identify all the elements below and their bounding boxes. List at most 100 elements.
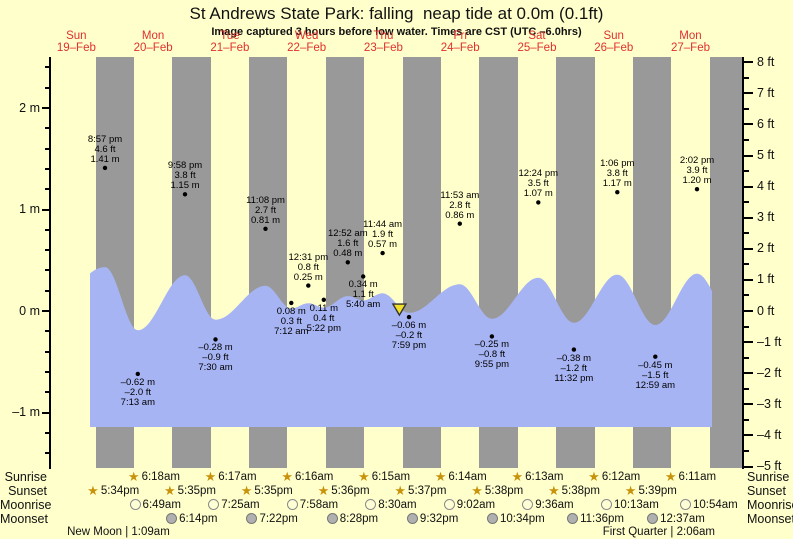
astro-time: 6:18am (141, 470, 180, 483)
tide-event-annotation: 0.34 m 1.1 ft 5:40 am (321, 280, 405, 310)
tide-event-dot (615, 190, 620, 195)
sunset-item: ★ 5:36pm (318, 484, 370, 497)
tide-event-dot (536, 200, 541, 205)
astro-time: 5:38pm (561, 484, 600, 497)
tide-annotation-line: –0.28 m (198, 342, 233, 354)
right-axis-major-tick (744, 185, 753, 188)
tide-event-dot (263, 226, 268, 231)
row-label-sunrise: Sunrise (4, 470, 47, 484)
tide-annotation-line: –0.25 m (474, 339, 510, 351)
left-axis-major-tick (42, 310, 50, 312)
astro-time: 5:37pm (408, 484, 447, 497)
right-axis-major-tick (744, 92, 753, 95)
sunrise-item: ★ 6:11am (665, 470, 716, 483)
tide-annotation-line: 0.57 m (368, 239, 398, 251)
left-axis-minor-tick (45, 66, 50, 69)
tide-annotation-line: 0.8 ft (297, 261, 319, 273)
right-axis-tick-label: 3 ft (757, 210, 775, 225)
tide-annotation-line: 5:22 pm (306, 322, 341, 334)
moonrise-item: 9:02am (443, 498, 495, 511)
right-axis-minor-tick (744, 449, 749, 452)
left-axis-minor-tick (45, 147, 50, 150)
day-label: Thu 23–Feb (364, 30, 403, 54)
tide-annotation-line: 11:32 pm (554, 372, 594, 384)
row-label-sunrise: Sunrise (747, 470, 790, 484)
tide-event-dot (213, 337, 218, 342)
tide-annotation-line: 3.5 ft (527, 178, 549, 190)
day-of-week: Fri (453, 30, 467, 42)
day-date: 25–Feb (517, 41, 557, 54)
right-axis-minor-tick (744, 387, 749, 390)
moon-phase-new-moon: New Moon | 1:09am (67, 526, 170, 538)
sun-star-icon: ★ (547, 483, 560, 498)
moon-phase-first-quarter: First Quarter | 2:06am (602, 526, 715, 538)
day-of-week: Wed (294, 30, 319, 42)
tide-annotation-line: 2:02 pm (679, 155, 715, 167)
tide-annotation-line: 0.4 ft (313, 312, 335, 324)
day-date: 22–Feb (287, 41, 327, 54)
tide-event-annotation: 11:53 am 2.8 ft 0.86 m (418, 190, 502, 221)
astro-time: 8:28pm (339, 512, 379, 525)
tide-annotation-line: 1.20 m (682, 175, 712, 187)
tide-annotation-line: –0.06 m (391, 320, 427, 332)
tide-event-dot (406, 314, 412, 320)
left-axis-major-tick (42, 208, 50, 211)
moonrise-item: 9:36am (522, 498, 574, 511)
moonset-item: 12:37am (647, 512, 705, 525)
tide-annotation-line: 12:31 pm (288, 251, 329, 263)
tide-annotation-line: 1:06 pm (600, 158, 635, 170)
left-axis-tick-label: 0 m (19, 303, 40, 318)
moonrise-icon (522, 499, 534, 510)
tide-annotation-line: –0.2 ft (395, 330, 423, 342)
astro-time: 7:58am (299, 498, 339, 511)
left-axis-major-tick (42, 411, 50, 414)
astro-time: 10:34pm (500, 512, 545, 525)
moonset-icon (487, 513, 498, 524)
right-axis-minor-tick (744, 138, 749, 141)
moonset-item: 11:36pm (567, 512, 624, 525)
sun-star-icon: ★ (163, 483, 176, 498)
moonset-item: 9:32pm (406, 512, 458, 525)
tide-event-annotation: 9:58 pm 3.8 ft 1.15 m (143, 161, 227, 191)
tide-annotation-line: 1.17 m (602, 178, 632, 190)
astro-time: 8:30am (378, 498, 417, 511)
row-label-moonrise: Moonrise (0, 498, 52, 512)
sunrise-item: ★ 6:13am (511, 470, 563, 483)
moonrise-icon (365, 499, 377, 510)
left-axis-minor-tick (45, 350, 50, 353)
moonrise-item: 7:58am (286, 498, 339, 511)
sun-star-icon: ★ (358, 469, 370, 484)
astro-time: 10:13am (614, 498, 659, 511)
tide-annotation-line: 0.34 m (348, 279, 378, 291)
sun-star-icon: ★ (394, 483, 407, 498)
moonrise-icon (601, 499, 613, 510)
day-label: Mon 27–Feb (671, 30, 710, 54)
tide-annotation-line: 0.25 m (293, 271, 323, 283)
astro-time: 6:11am (678, 470, 717, 483)
tide-event-dot (182, 192, 188, 197)
tide-annotation-line: 12:59 am (635, 379, 676, 391)
day-of-week: Mon (679, 30, 702, 42)
left-axis-minor-tick (45, 127, 50, 130)
moonrise-item: 10:13am (601, 498, 659, 511)
astro-time: 6:17am (218, 470, 257, 483)
left-axis-tick-label: –1 m (12, 405, 40, 419)
tide-event-dot (321, 297, 326, 302)
astro-time: 5:35pm (254, 484, 293, 497)
day-date: 19–Feb (56, 41, 96, 54)
tide-event-annotation: –0.06 m –0.2 ft 7:59 pm (367, 321, 451, 351)
moonset-icon (406, 513, 418, 524)
sun-star-icon: ★ (664, 469, 677, 484)
right-axis-tick-label: 8 ft (757, 54, 775, 69)
day-date: 24–Feb (440, 41, 480, 54)
row-label-moonset: Moonset (0, 512, 48, 526)
right-axis-minor-tick (744, 201, 749, 204)
astro-time: 5:34pm (100, 484, 140, 497)
tide-event-annotation: –0.28 m –0.9 ft 7:30 am (174, 343, 258, 373)
right-axis-major-tick (744, 278, 753, 281)
right-axis-tick-label: 0 ft (757, 303, 775, 318)
day-of-week: Sun (66, 30, 87, 42)
left-axis-minor-tick (45, 228, 50, 231)
right-axis-minor-tick (744, 76, 749, 79)
right-axis-tick-label: 7 ft (757, 85, 775, 100)
